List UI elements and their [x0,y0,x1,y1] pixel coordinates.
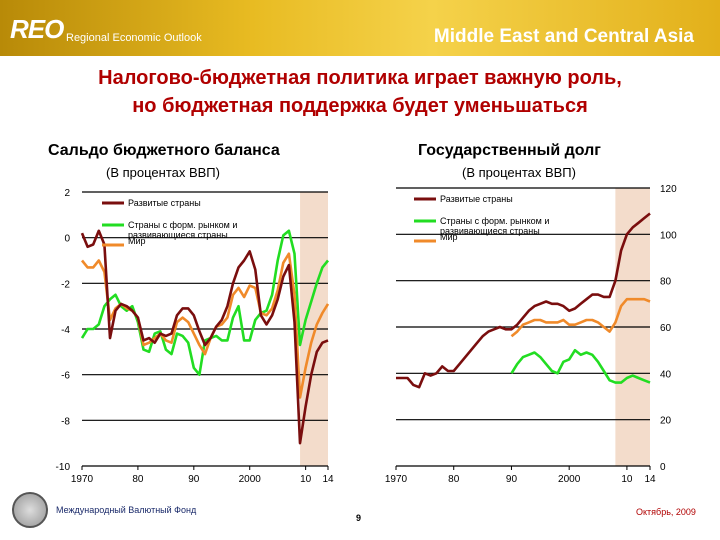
series-line-2 [510,297,651,338]
legend-label: Развитые страны [128,198,201,208]
y-tick-label: -6 [61,371,70,382]
y-tick-label: 0 [64,234,70,245]
y-tick-label: -2 [61,279,70,290]
series-line-0 [80,229,329,445]
series-line-0 [396,212,651,389]
header-banner: REO Regional Economic Outlook Middle Eas… [0,0,720,56]
y-tick-label: 120 [660,184,677,195]
y-tick-label: 2 [64,188,70,199]
x-tick-label: 80 [132,474,144,485]
y-tick-label: -4 [61,325,70,336]
y-tick-label: 20 [660,416,672,427]
footer-date: Октябрь, 2009 [636,507,696,517]
y-tick-label: 100 [660,230,677,241]
series-line-1 [80,229,330,377]
left-chart-unit: (В процентах ВВП) [106,165,220,180]
series-line-1 [510,348,651,384]
legend-label: Страны с форм. рынком и [128,220,237,230]
legend-label: развивающиеся страны [128,230,228,240]
x-tick-label: 14 [322,474,334,485]
imf-seal-icon [12,492,48,528]
y-tick-label: -10 [56,462,71,473]
x-tick-label: 80 [448,474,460,485]
right-chart-unit: (В процентах ВВП) [462,165,576,180]
right-chart-title: Государственный долг [418,142,601,159]
legend-label: Мир [128,236,146,246]
left-chart-title: Сальдо бюджетного баланса [48,142,280,159]
publication-name: Regional Economic Outlook [66,32,202,44]
y-tick-label: -8 [61,416,70,427]
slide-title-line-1: Налогово-бюджетная политика играет важну… [98,67,622,89]
legend-label: Развитые страны [440,194,513,204]
legend-label: развивающиеся страны [440,226,540,236]
x-tick-label: 2000 [239,474,262,485]
legend-label: Страны с форм. рынком и [440,216,549,226]
x-tick-label: 90 [506,474,518,485]
page-number: 9 [356,513,362,523]
x-tick-label: 2000 [558,474,581,485]
x-tick-label: 1970 [71,474,94,485]
y-tick-label: 40 [660,369,672,380]
footer-org: Международный Валютный Фонд [56,505,197,515]
y-tick-label: 0 [660,462,666,473]
x-tick-label: 10 [300,474,312,485]
y-tick-label: 60 [660,323,672,334]
reo-logo: REO [10,14,64,44]
x-tick-label: 90 [188,474,200,485]
region-name: Middle East and Central Asia [433,26,694,47]
slide-title: Налогово-бюджетная политика играет важну… [0,64,720,120]
public-debt-chart: 120 100 80 60 40 20 0 1970 80 90 2000 10 14 Развитые … [385,184,677,485]
x-tick-label: 1970 [385,474,408,485]
slide-title-line-2: но бюджетная поддержка будет уменьшаться [132,95,588,117]
legend-label: Мир [440,232,458,242]
x-tick-label: 10 [621,474,633,485]
y-tick-label: 80 [660,277,672,288]
x-tick-label: 14 [644,474,656,485]
